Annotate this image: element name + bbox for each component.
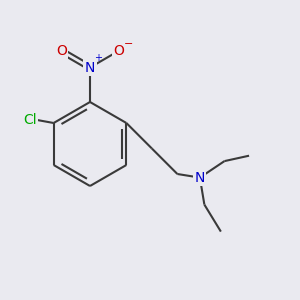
Text: +: + (94, 53, 102, 64)
Text: −: − (124, 38, 134, 49)
Text: O: O (56, 44, 67, 58)
Text: N: N (195, 171, 205, 184)
Text: Cl: Cl (23, 113, 36, 127)
Text: O: O (113, 44, 124, 58)
Text: N: N (85, 61, 95, 74)
